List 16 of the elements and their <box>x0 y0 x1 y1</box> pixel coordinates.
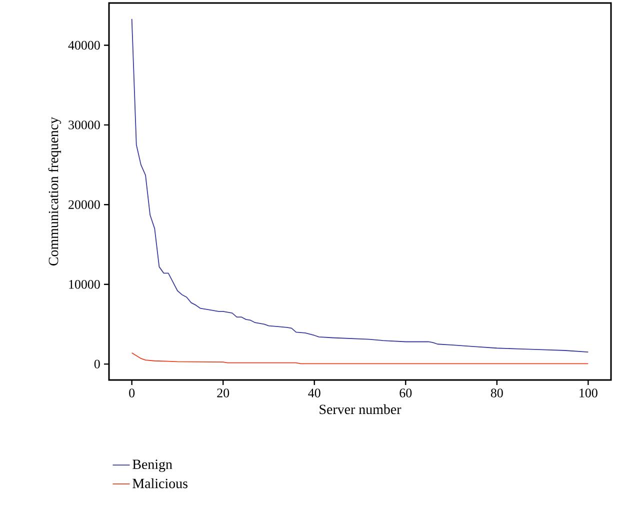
x-tick-label: 0 <box>129 388 135 398</box>
legend-label: Malicious <box>132 478 188 488</box>
x-tick-label: 80 <box>490 388 503 398</box>
legend-label: Benign <box>132 460 172 472</box>
line-series <box>131 352 589 364</box>
y-tick-label: 30000 <box>68 120 100 130</box>
x-axis-title: Server number <box>320 404 402 414</box>
y-tick-label: 10000 <box>69 280 100 289</box>
x-tick-label: 60 <box>400 388 412 398</box>
x-tick-label: 100 <box>580 388 598 398</box>
y-tick-label: 40000 <box>68 40 100 50</box>
x-tick-label: 40 <box>308 388 320 398</box>
y-tick-label: 20000 <box>68 200 100 210</box>
x-tick-label: 20 <box>217 388 230 398</box>
y-tick-label: 0 <box>94 360 100 368</box>
y-axis-title: Communication frequency <box>48 116 62 266</box>
